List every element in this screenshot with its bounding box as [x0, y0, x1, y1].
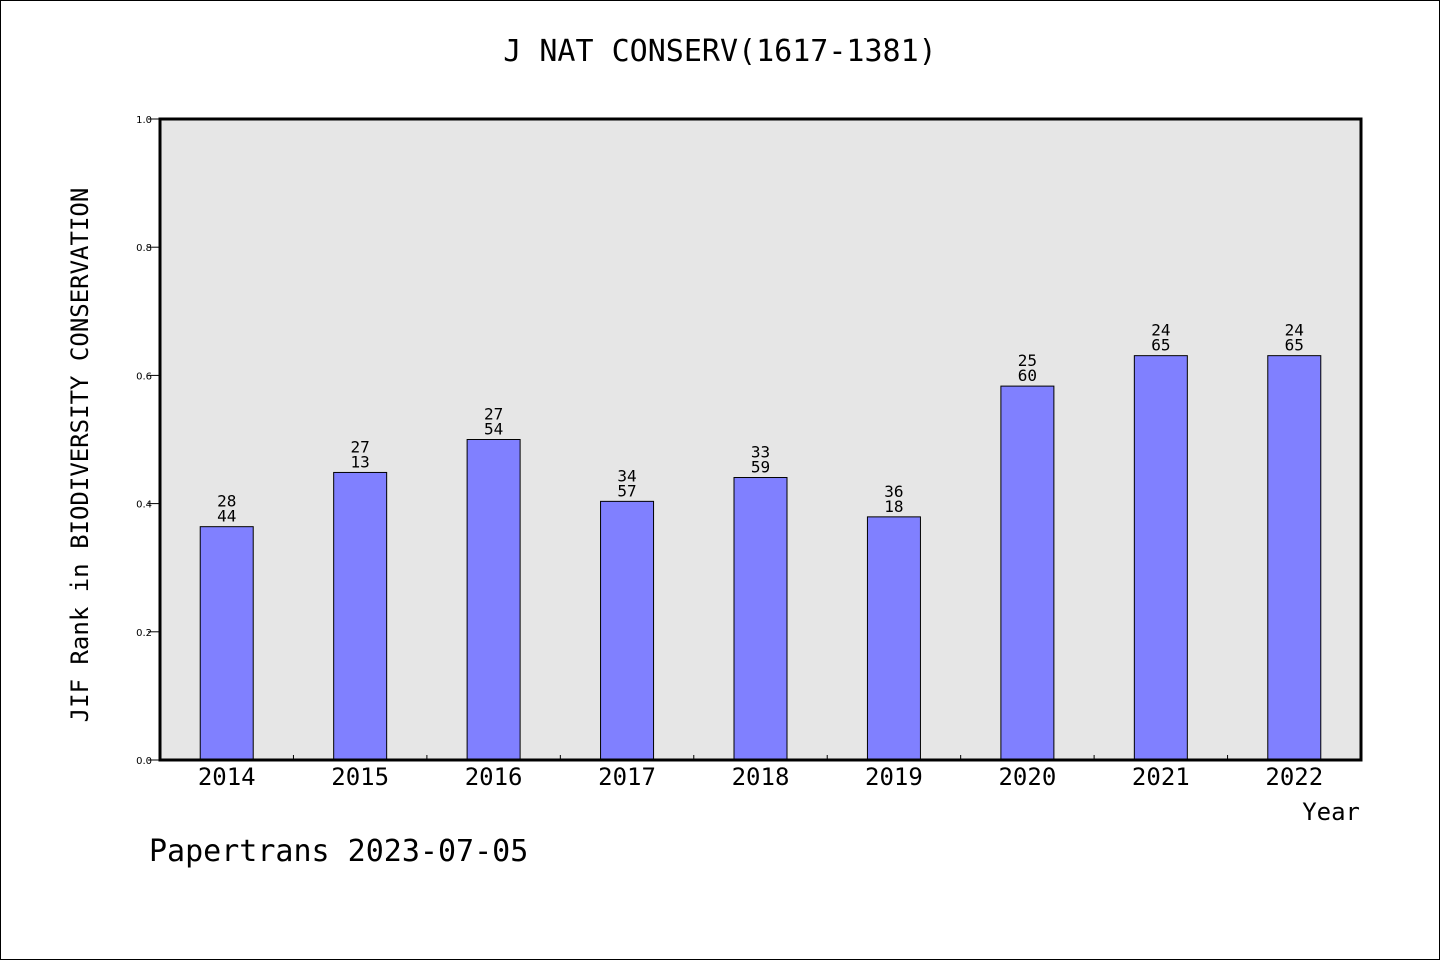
y-tick-label-0.6: 0.6	[136, 371, 152, 382]
bar-label-bottom-2020: 60	[1018, 366, 1037, 385]
bar-label-top-2021: 24	[1151, 321, 1170, 340]
bar-label-bottom-2022: 65	[1285, 336, 1304, 355]
x-tick-label-2022: 2022	[1265, 763, 1323, 791]
bar-2014	[199, 526, 254, 761]
bar-label-bottom-2021: 65	[1151, 336, 1170, 355]
y-tick-label-0.8: 0.8	[136, 243, 152, 254]
bar-label-bottom-2017: 57	[617, 481, 636, 500]
bar-2018	[733, 477, 788, 761]
x-tick-label-2014: 2014	[198, 763, 256, 791]
x-tick-label-2020: 2020	[998, 763, 1056, 791]
bar-label-bottom-2016: 54	[484, 420, 503, 439]
x-tick-label-2017: 2017	[598, 763, 656, 791]
bar-label-top-2015: 27	[351, 437, 370, 456]
x-tick-label-2021: 2021	[1132, 763, 1190, 791]
bar-label-top-2020: 25	[1018, 351, 1037, 370]
bar-label-top-2016: 27	[484, 405, 503, 424]
x-axis-label: Year	[1302, 798, 1360, 826]
bar-2019	[866, 516, 921, 761]
bar-label-bottom-2019: 18	[884, 497, 903, 516]
bar-2022	[1267, 355, 1322, 761]
bar-label-bottom-2018: 59	[751, 458, 770, 477]
y-tick-label-0.2: 0.2	[136, 628, 152, 639]
y-tick-label-1.0: 1.0	[136, 115, 152, 126]
bar-label-top-2019: 36	[884, 482, 903, 501]
bar-2020	[1000, 385, 1055, 761]
bar-label-bottom-2014: 44	[217, 507, 236, 526]
footer-credit: Papertrans 2023-07-05	[149, 834, 529, 869]
bar-label-top-2014: 28	[217, 492, 236, 511]
bar-label-bottom-2015: 13	[351, 452, 370, 471]
y-tick-label-0.0: 0.0	[136, 756, 152, 767]
bar-2015	[333, 471, 388, 761]
x-tick-label-2015: 2015	[331, 763, 389, 791]
x-tick-label-2018: 2018	[732, 763, 790, 791]
x-tick-label-2016: 2016	[465, 763, 523, 791]
bar-2021	[1133, 355, 1188, 761]
bars-group	[199, 355, 1322, 761]
x-tick-label-2019: 2019	[865, 763, 923, 791]
bar-label-top-2017: 34	[617, 466, 636, 485]
y-tick-label-0.4: 0.4	[136, 500, 152, 511]
chart-title: J NAT CONSERV(1617-1381)	[503, 34, 937, 69]
bar-label-top-2018: 33	[751, 443, 770, 462]
plot-border	[158, 117, 1363, 762]
y-ticks-group: 0.0 0.2 0.4 0.6 0.8 1.0	[136, 115, 160, 767]
bar-label-top-2022: 24	[1285, 321, 1304, 340]
bar-2017	[600, 500, 655, 761]
bar-2016	[466, 439, 521, 761]
x-ticks-group: 2014 2015 2016 2017 2018 2019 2020 2021 2022	[198, 755, 1323, 791]
